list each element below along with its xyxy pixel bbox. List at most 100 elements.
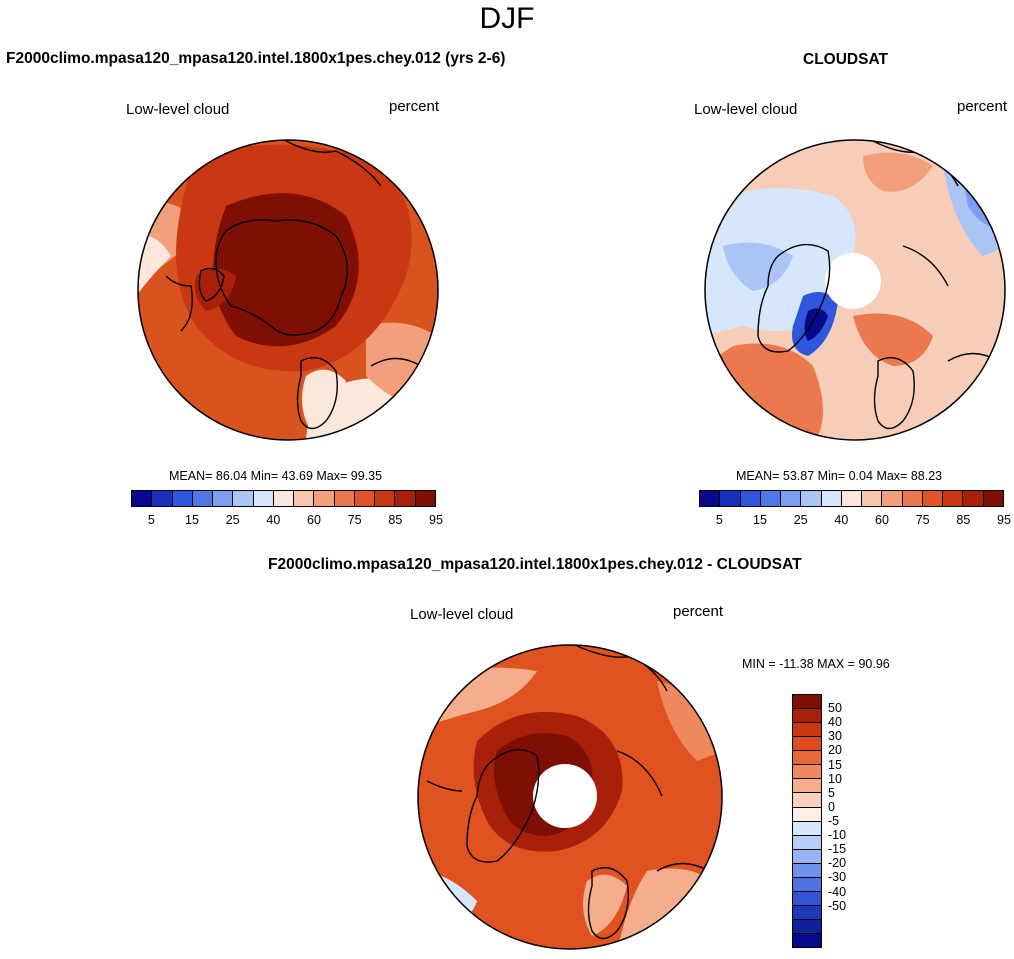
model-colorbar-tick-label: 75	[347, 513, 362, 527]
model-panel-title: F2000climo.mpasa120_mpasa120.intel.1800x…	[6, 50, 506, 67]
model-max-value: 99.35	[350, 469, 383, 483]
model-coastline	[215, 219, 349, 336]
diff-coastline	[426, 780, 463, 792]
diff-variable-label: Low-level cloud	[410, 606, 514, 623]
obs-pole-hole	[825, 253, 881, 309]
model-mean-value: 86.04	[215, 469, 248, 483]
obs-panel-title: CLOUDSAT	[803, 51, 888, 68]
diff-colorbar-tick-label: 0	[828, 799, 835, 814]
model-coastline	[296, 357, 338, 430]
model-colorbar-swatch	[395, 491, 416, 506]
obs-colorbar-swatch	[760, 491, 782, 506]
obs-colorbar-ticks: 5 15 25 40 60 75 85 95	[699, 513, 1011, 529]
diff-colorbar-tick-label: -5	[828, 814, 840, 828]
obs-map-border	[704, 139, 1006, 441]
diff-colorbar-swatch	[793, 821, 821, 836]
obs-colorbar-swatch	[740, 491, 761, 506]
model-colorbar-tick-label: 5	[147, 513, 155, 527]
obs-colorbar-tick-label: 5	[715, 513, 723, 527]
obs-colorbar-tick-label: 25	[793, 513, 808, 527]
diff-coastline	[616, 750, 663, 797]
obs-colorbar-swatch	[882, 491, 903, 506]
model-colorbar-swatch	[192, 491, 214, 506]
obs-units-label: percent	[957, 98, 1008, 115]
obs-colorbar-tick-label: 40	[834, 513, 849, 527]
obs-colorbar-swatch	[700, 491, 721, 506]
model-field-contour	[138, 235, 171, 296]
obs-field-contour	[804, 308, 828, 341]
diff-panel-title: F2000climo.mpasa120_mpasa120.intel.1800x…	[268, 556, 802, 573]
obs-coastline	[902, 245, 949, 287]
diff-colorbar-tick-label: -50	[828, 898, 847, 913]
obs-colorbar-swatch	[821, 491, 842, 506]
diff-colorbar-swatch	[793, 877, 821, 892]
diff-colorbar-tick-label: 50	[828, 701, 842, 716]
diff-colorbar-tick-label: -40	[828, 884, 847, 899]
obs-mean-value: 53.87	[782, 469, 815, 483]
diff-stats: MIN = -11.38 MAX = 90.96	[742, 657, 890, 671]
model-map-border	[137, 139, 439, 441]
diff-coastline	[587, 867, 629, 940]
model-colorbar-swatch	[314, 491, 335, 506]
obs-colorbar-tick-label: 60	[875, 513, 889, 527]
obs-colorbar-swatch	[922, 491, 944, 506]
diff-colorbar-swatch	[793, 849, 821, 864]
model-min-value: 43.69	[281, 469, 313, 483]
obs-min-label: Min=	[817, 469, 846, 483]
obs-colorbar-swatch	[902, 491, 923, 506]
obs-colorbar-swatch	[801, 491, 822, 506]
diff-colorbar-swatch	[793, 695, 821, 710]
obs-min-value: 0.04	[848, 469, 873, 483]
obs-colorbar-swatch	[841, 491, 863, 506]
diff-colorbar-swatch	[793, 751, 821, 766]
diff-colorbar-tick-label: 40	[828, 715, 842, 730]
diff-colorbar-ticks: 50 40 30 20 15 10 5 0 -5 -10 -15 -20 -30 -40 -50	[828, 694, 868, 948]
diff-colorbar-tick-label: 30	[828, 729, 842, 744]
obs-field-contour	[853, 313, 933, 366]
model-colorbar-swatch	[273, 491, 295, 506]
diff-polar-map	[417, 644, 723, 950]
diff-field-contour	[657, 681, 722, 761]
diff-colorbar-tick-label: -30	[828, 870, 847, 885]
diff-colorbar-tick-label: -15	[828, 842, 847, 857]
model-colorbar-tick-label: 40	[266, 513, 281, 527]
obs-field-contour	[863, 152, 933, 192]
diff-colorbar-swatch	[793, 891, 821, 906]
model-colorbar	[131, 490, 436, 507]
model-colorbar-swatch	[354, 491, 376, 506]
obs-colorbar-swatch	[720, 491, 741, 506]
model-colorbar-tick-label: 60	[307, 513, 321, 527]
obs-max-label: Max=	[876, 469, 908, 483]
model-coastline	[198, 267, 225, 302]
obs-max-value: 88.23	[910, 469, 943, 483]
obs-colorbar-tick-label: 15	[753, 513, 767, 527]
model-colorbar-swatch	[172, 491, 193, 506]
diff-colorbar-tick-label: -20	[828, 856, 847, 871]
diff-colorbar-swatch	[793, 779, 821, 794]
diff-colorbar-swatch	[793, 709, 821, 724]
obs-coastline	[873, 357, 915, 430]
model-colorbar-swatch	[334, 491, 355, 506]
model-max-label: Max=	[316, 469, 348, 483]
diff-colorbar-tick-label: -10	[828, 828, 847, 843]
diff-colorbar-swatch	[793, 835, 821, 850]
model-units-label: percent	[389, 98, 440, 115]
obs-colorbar-swatch	[781, 491, 802, 506]
model-coastline	[285, 140, 382, 187]
obs-colorbar-swatch	[983, 491, 1003, 506]
diff-colorbar-tick-label: 15	[828, 757, 842, 772]
model-colorbar-swatch	[213, 491, 234, 506]
model-field-contour	[302, 369, 346, 431]
model-colorbar-swatch	[233, 491, 254, 506]
model-colorbar-swatch	[415, 491, 435, 506]
season-title: DJF	[479, 2, 535, 35]
obs-colorbar-tick-label: 75	[915, 513, 930, 527]
diff-colorbar-swatch	[793, 723, 821, 738]
model-polar-map	[137, 139, 439, 441]
obs-stats: MEAN= 53.87 Min= 0.04 Max= 88.23	[736, 469, 942, 483]
obs-colorbar-tick-label: 85	[956, 513, 971, 527]
model-colorbar-swatch	[132, 491, 153, 506]
model-field-contour	[213, 193, 359, 347]
diff-colorbar-swatch	[793, 765, 821, 780]
diff-colorbar-swatch	[793, 934, 821, 948]
